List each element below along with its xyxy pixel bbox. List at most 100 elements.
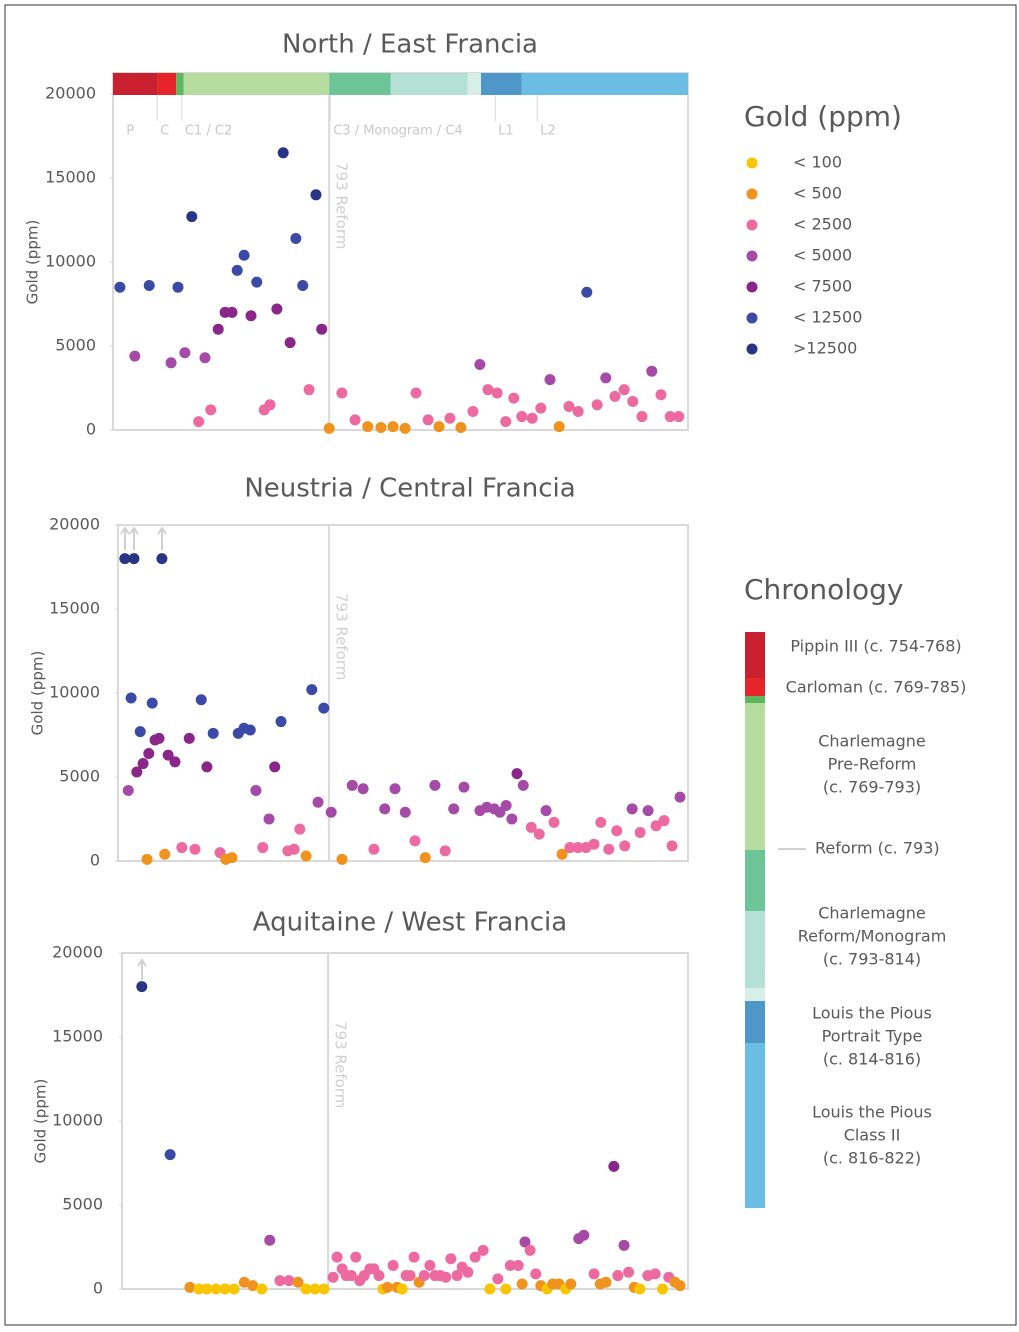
data-point (283, 1275, 295, 1287)
data-point (530, 1268, 542, 1280)
data-point (176, 842, 188, 854)
data-point (238, 1276, 250, 1288)
data-point (128, 553, 140, 565)
data-point (306, 684, 318, 696)
data-point (247, 1280, 259, 1292)
data-point (269, 761, 281, 773)
data-point (119, 553, 131, 565)
data-point (184, 1281, 196, 1293)
data-point (408, 1251, 420, 1263)
data-point (612, 1270, 624, 1282)
data-point (674, 1280, 686, 1292)
data-point (655, 389, 667, 401)
data-point (535, 402, 547, 414)
arrow (129, 526, 139, 550)
data-point (511, 768, 523, 780)
data-point (540, 805, 552, 817)
chronology-segment (745, 703, 765, 850)
chronology-label: (c. 814-816) (823, 1050, 921, 1069)
data-point (238, 249, 250, 261)
legend-dot (746, 219, 758, 231)
y-axis-label: Gold (ppm) (24, 220, 42, 305)
data-point (219, 1283, 231, 1295)
data-point (548, 816, 560, 828)
chronology-label: Louis the Pious (812, 1103, 932, 1122)
data-point (649, 1268, 661, 1280)
data-point (336, 853, 348, 865)
data-point (563, 400, 575, 412)
chronology-label: Charlemagne (818, 732, 926, 751)
legend-label: < 500 (793, 184, 842, 203)
data-point (290, 232, 302, 244)
data-point (373, 1270, 385, 1282)
data-point (508, 392, 520, 404)
data-point (578, 1229, 590, 1241)
y-tick-label: 5000 (62, 1195, 103, 1214)
data-point (331, 1251, 343, 1263)
data-point (636, 411, 648, 423)
data-point (448, 803, 460, 815)
data-point (256, 1283, 268, 1295)
legend-dot (746, 281, 758, 293)
data-point (193, 416, 205, 428)
reform-label: 793 Reform (332, 593, 350, 680)
y-tick-label: 10000 (45, 252, 96, 271)
data-point (300, 1283, 312, 1295)
chronology-label: Carloman (c. 769-785) (786, 678, 967, 697)
data-point (658, 815, 670, 827)
data-point (271, 303, 283, 315)
data-point (664, 411, 676, 423)
period-segment (157, 73, 177, 95)
y-tick-label: 20000 (52, 943, 103, 962)
data-point (666, 840, 678, 852)
data-point (368, 843, 380, 855)
data-point (179, 347, 191, 359)
chronology-label: Class II (844, 1126, 901, 1145)
data-point (455, 421, 467, 433)
period-label: C3 / Monogram / C4 (333, 124, 463, 139)
data-point (350, 1251, 362, 1263)
y-tick-label: 5000 (59, 767, 100, 786)
data-point (226, 306, 238, 318)
data-point (129, 350, 141, 362)
data-point (409, 835, 421, 847)
data-point (581, 286, 593, 298)
period-segment (113, 73, 158, 95)
data-point (251, 276, 263, 288)
chronology-label: Pre-Reform (828, 755, 917, 774)
data-point (312, 796, 324, 808)
data-point (600, 1276, 612, 1288)
data-point (389, 783, 401, 795)
data-point (136, 981, 148, 993)
data-point (292, 1276, 304, 1288)
data-point (323, 422, 335, 434)
data-point (500, 416, 512, 428)
data-point (201, 761, 213, 773)
data-point (297, 280, 309, 292)
data-point (474, 358, 486, 370)
data-point (245, 310, 257, 322)
data-point (517, 779, 529, 791)
data-point (618, 384, 630, 396)
data-point (512, 1259, 524, 1271)
data-point (156, 553, 168, 565)
data-point (288, 843, 300, 855)
data-point (650, 820, 662, 832)
data-point (634, 826, 646, 838)
data-point (525, 821, 537, 833)
data-point (309, 1283, 321, 1295)
data-point (556, 848, 568, 860)
chart-title: North / East Francia (282, 30, 538, 60)
data-point (462, 1266, 474, 1278)
y-tick-label: 10000 (52, 1111, 103, 1130)
period-segment (390, 73, 468, 95)
data-point (183, 732, 195, 744)
data-point (207, 727, 219, 739)
arrow (137, 958, 147, 980)
data-point (274, 1275, 286, 1287)
legend-label: < 12500 (793, 308, 862, 327)
data-point (642, 805, 654, 817)
data-point (226, 852, 238, 864)
data-point (189, 843, 201, 855)
